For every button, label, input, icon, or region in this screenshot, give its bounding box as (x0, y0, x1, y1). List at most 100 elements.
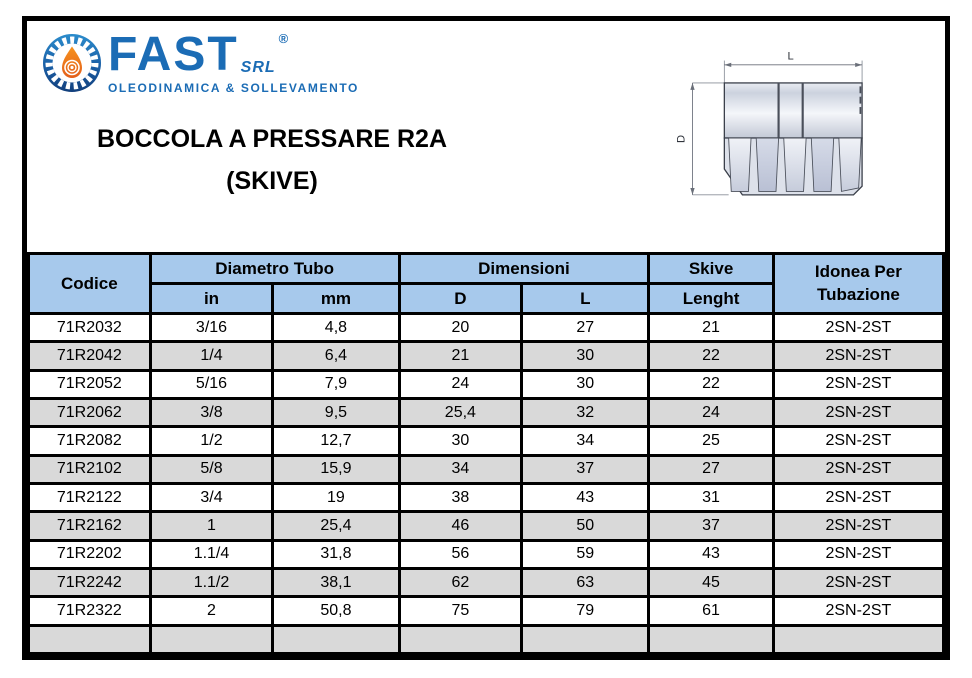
cell-idonea-tubazione: 2SN-2ST (771, 566, 946, 599)
cell-idonea-tubazione: 2SN-2ST (771, 368, 946, 401)
cell-dim-l: 79 (520, 595, 651, 627)
cell-codice: 71R2162 (27, 510, 152, 542)
table-row: 71R2122 3/4 19 38 43 31 2SN-2ST (27, 481, 946, 514)
table-row (27, 623, 946, 656)
cell-codice: 71R2242 (27, 566, 152, 599)
cell-diametro-mm: 31,8 (271, 538, 401, 570)
header-unit-in: in (148, 282, 275, 315)
cell-dim-d: 21 (397, 340, 524, 372)
technical-drawing: L D (677, 51, 863, 196)
cell-diametro-in: 2 (148, 595, 275, 627)
cell-idonea-tubazione: 2SN-2ST (771, 340, 946, 372)
cell-diametro-mm: 6,4 (271, 340, 401, 372)
cell-diametro-in: 3/16 (148, 311, 275, 344)
cell-codice (27, 623, 152, 656)
table-row: 71R2162 1 25,4 46 50 37 2SN-2ST (27, 510, 946, 542)
cell-idonea-tubazione: 2SN-2ST (771, 510, 946, 542)
cell-diametro-in: 1.1/4 (148, 538, 275, 570)
header-idonea-line1: Idonea Per (814, 261, 902, 281)
cell-dim-d: 46 (397, 510, 524, 542)
drawing-diameter-label: D (677, 135, 688, 143)
cell-codice: 71R2032 (27, 311, 152, 344)
cell-idonea-tubazione: 2SN-2ST (771, 481, 946, 514)
cell-skive-lenght: 31 (647, 481, 775, 514)
cell-idonea-tubazione: 2SN-2ST (771, 425, 946, 457)
header-skive-lenght: Lenght (647, 282, 775, 315)
cell-diametro-mm: 7,9 (271, 368, 401, 401)
title-line-2: (SKIVE) (226, 167, 318, 195)
header-dim-l: L (520, 282, 651, 315)
cell-dim-d: 56 (397, 538, 524, 570)
cell-codice: 71R2122 (27, 481, 152, 514)
cell-idonea-tubazione: 2SN-2ST (771, 595, 946, 627)
table-row: 71R2242 1.1/2 38,1 62 63 45 2SN-2ST (27, 566, 946, 599)
cell-dim-l: 59 (520, 538, 651, 570)
header-idonea-per-tubazione: Idonea Per Tubazione (771, 252, 946, 315)
cell-dim-l: 43 (520, 481, 651, 514)
cell-skive-lenght: 21 (647, 311, 775, 344)
header-diametro-tubo: Diametro Tubo (148, 252, 401, 285)
cell-codice: 71R2082 (27, 425, 152, 457)
cell-codice: 71R2052 (27, 368, 152, 401)
cell-diametro-mm: 12,7 (271, 425, 401, 457)
table-row: 71R2322 2 50,8 75 79 61 2SN-2ST (27, 595, 946, 627)
cell-diametro-in: 1.1/2 (148, 566, 275, 599)
drawing-length-label: L (788, 51, 794, 63)
cell-codice: 71R2202 (27, 538, 152, 570)
cell-dim-l: 63 (520, 566, 651, 599)
cell-dim-l (520, 623, 651, 656)
company-logo: FAST SRL ® OLEODINAMICA & SOLLEVAMENTO (42, 28, 359, 95)
header-dim-d: D (397, 282, 524, 315)
cell-skive-lenght: 27 (647, 453, 775, 485)
header-dimensioni: Dimensioni (397, 252, 651, 285)
cell-diametro-mm: 38,1 (271, 566, 401, 599)
cell-dim-d: 75 (397, 595, 524, 627)
gear-drop-emblem-icon (43, 34, 101, 92)
cell-diametro-mm: 15,9 (271, 453, 401, 485)
brand-tagline: OLEODINAMICA & SOLLEVAMENTO (108, 80, 359, 95)
cell-diametro-in: 5/8 (148, 453, 275, 485)
cell-dim-d: 38 (397, 481, 524, 514)
cell-diametro-mm: 25,4 (271, 510, 401, 542)
cell-skive-lenght (647, 623, 775, 656)
cell-diametro-in: 1/2 (148, 425, 275, 457)
cell-diametro-in: 3/4 (148, 481, 275, 514)
cell-diametro-in (148, 623, 275, 656)
cell-diametro-mm: 9,5 (271, 396, 401, 429)
table-row: 71R2102 5/8 15,9 34 37 27 2SN-2ST (27, 453, 946, 485)
cell-diametro-mm (271, 623, 401, 656)
cell-diametro-mm: 50,8 (271, 595, 401, 627)
cell-skive-lenght: 25 (647, 425, 775, 457)
cell-dim-l: 37 (520, 453, 651, 485)
cell-dim-d (397, 623, 524, 656)
cell-codice: 71R2062 (27, 396, 152, 429)
table-row: 71R2062 3/8 9,5 25,4 32 24 2SN-2ST (27, 396, 946, 429)
cell-diametro-mm: 4,8 (271, 311, 401, 344)
cell-skive-lenght: 45 (647, 566, 775, 599)
datasheet-page: FAST SRL ® OLEODINAMICA & SOLLEVAMENTO B… (22, 16, 950, 660)
cell-diametro-in: 5/16 (148, 368, 275, 401)
cell-dim-l: 27 (520, 311, 651, 344)
table-row: 71R2202 1.1/4 31,8 56 59 43 2SN-2ST (27, 538, 946, 570)
brand-wordmark: FAST SRL ® OLEODINAMICA & SOLLEVAMENTO (108, 28, 359, 95)
cell-dim-d: 25,4 (397, 396, 524, 429)
brand-suffix: SRL (240, 58, 276, 76)
cell-skive-lenght: 22 (647, 368, 775, 401)
table-row: 71R2042 1/4 6,4 21 30 22 2SN-2ST (27, 340, 946, 372)
cell-dim-d: 34 (397, 453, 524, 485)
cell-dim-d: 30 (397, 425, 524, 457)
cell-skive-lenght: 37 (647, 510, 775, 542)
cell-diametro-in: 1/4 (148, 340, 275, 372)
brand-name: FAST (108, 28, 239, 81)
table-body: 71R2032 3/16 4,8 20 27 21 2SN-2ST 71R2042 1/4 6,4… (27, 311, 946, 656)
table-row: 71R2082 1/2 12,7 30 34 25 2SN-2ST (27, 425, 946, 457)
cell-idonea-tubazione: 2SN-2ST (771, 396, 946, 429)
header-section: FAST SRL ® OLEODINAMICA & SOLLEVAMENTO B… (27, 21, 945, 252)
cell-dim-l: 30 (520, 340, 651, 372)
header-codice: Codice (27, 252, 152, 315)
cell-skive-lenght: 24 (647, 396, 775, 429)
document-title: BOCCOLA A PRESSARE R2A (SKIVE) (72, 127, 472, 194)
cell-idonea-tubazione: 2SN-2ST (771, 538, 946, 570)
table-row: 71R2032 3/16 4,8 20 27 21 2SN-2ST (27, 311, 946, 344)
cell-dim-d: 62 (397, 566, 524, 599)
